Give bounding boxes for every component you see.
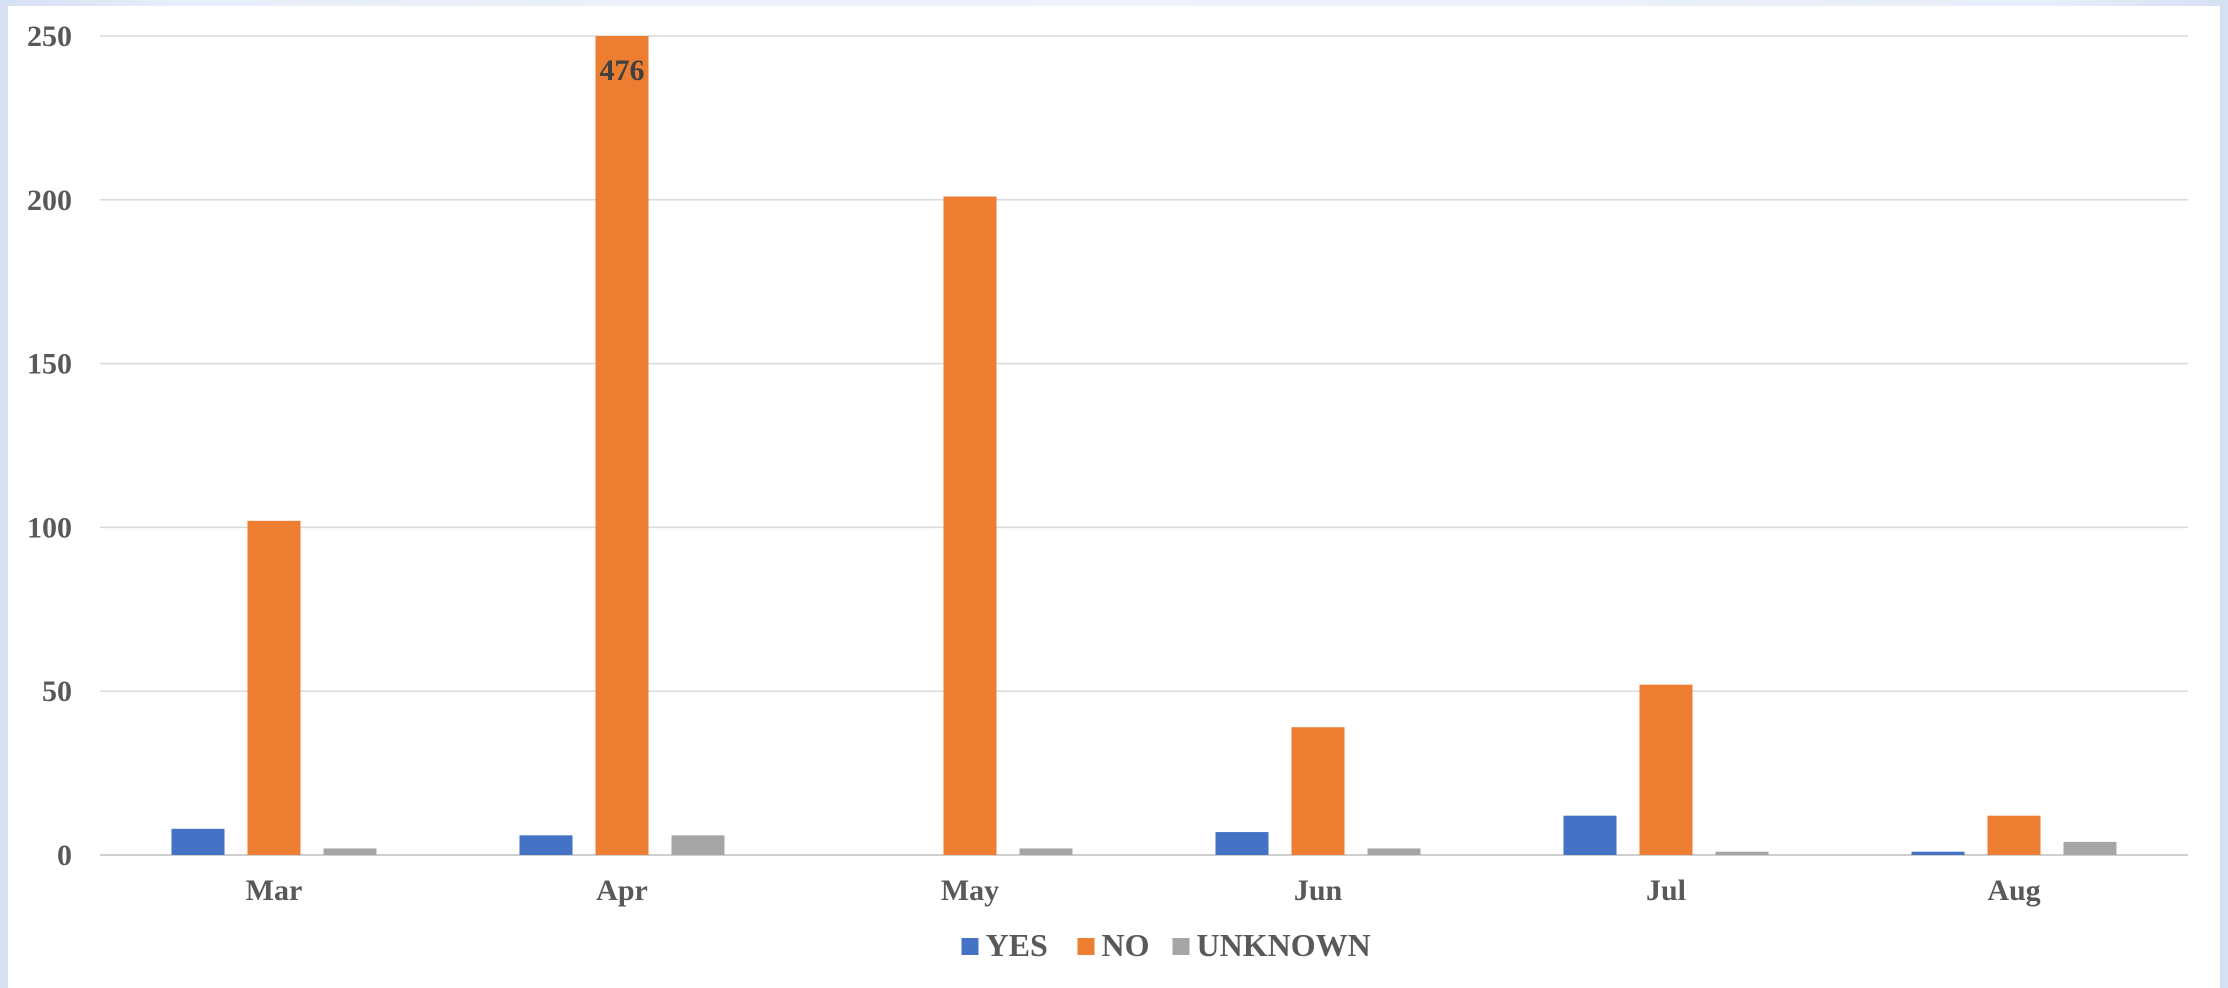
legend-label-no: NO (1102, 927, 1150, 963)
bar-yes-apr (519, 835, 573, 855)
x-axis: Mar Apr May Jun Jul Aug (246, 874, 2041, 907)
y-axis: 0 50 100 150 200 250 (27, 20, 72, 872)
legend-swatch-unknown (1172, 938, 1190, 955)
bar-yes-aug (1911, 851, 1965, 855)
data-labels: 476 (600, 54, 645, 87)
legend-label-unknown: UNKNOWN (1197, 927, 1371, 963)
x-tick-label: Apr (596, 874, 648, 907)
gridlines (100, 35, 2188, 856)
bar-unknown-aug (2063, 841, 2117, 855)
y-tick-label: 100 (27, 511, 72, 544)
y-tick-label: 0 (57, 839, 72, 872)
bar-no-aug (1987, 815, 2041, 855)
bar-unknown-jun (1367, 848, 1421, 855)
bar-yes-jul (1563, 815, 1617, 855)
bar-no-may (943, 196, 997, 856)
bar-unknown-apr (671, 835, 725, 855)
x-tick-label: Aug (1987, 874, 2040, 907)
data-label: 476 (600, 54, 645, 87)
y-tick-label: 150 (27, 348, 72, 381)
legend: YES NO UNKNOWN (961, 927, 1371, 963)
chart-frame: 0 50 100 150 200 250 Mar Apr May Jun Jul Aug 476 Y… (8, 6, 2220, 988)
bar-chart: 0 50 100 150 200 250 Mar Apr May Jun Jul Aug 476 Y… (27, 20, 2188, 963)
legend-swatch-yes (961, 938, 979, 955)
bar-no-mar (247, 520, 301, 855)
y-tick-label: 250 (27, 20, 72, 53)
y-tick-label: 50 (42, 675, 72, 708)
legend-swatch-no (1077, 938, 1095, 955)
bar-yes-jun (1215, 832, 1269, 855)
legend-label-yes: YES (986, 927, 1048, 963)
bar-yes-mar (171, 828, 225, 855)
bar-unknown-mar (323, 848, 377, 855)
x-tick-label: Jul (1646, 874, 1686, 907)
bar-no-jun (1291, 727, 1345, 855)
bar-unknown-jul (1715, 851, 1769, 855)
y-tick-label: 200 (27, 184, 72, 217)
x-tick-label: Mar (246, 874, 303, 907)
bar-no-jul (1639, 684, 1693, 855)
bar-unknown-may (1019, 848, 1073, 855)
bar-no-apr (595, 36, 649, 855)
x-tick-label: May (941, 874, 999, 907)
x-tick-label: Jun (1294, 874, 1343, 907)
bars (171, 36, 2117, 856)
